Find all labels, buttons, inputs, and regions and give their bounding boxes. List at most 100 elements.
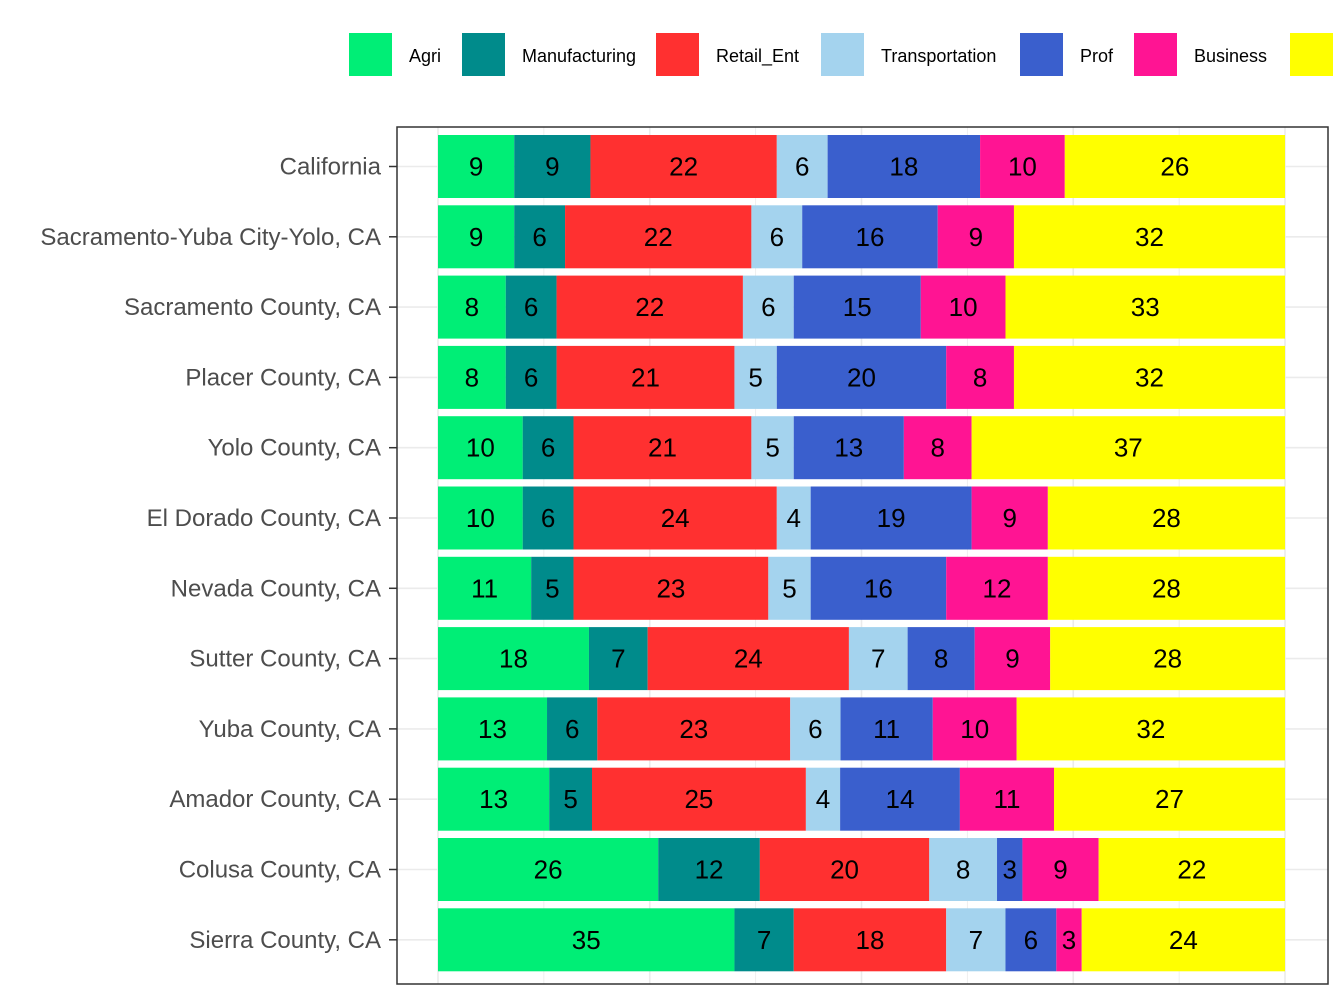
bar-segment (438, 135, 515, 198)
bar-segment (1016, 697, 1285, 761)
data-label: 22 (635, 292, 664, 322)
data-label: 9 (469, 222, 483, 252)
bar-segment (438, 627, 589, 691)
data-label: 28 (1153, 644, 1182, 674)
bar-segment (438, 556, 532, 620)
bar-segment (565, 205, 752, 269)
legend-key (1134, 33, 1177, 76)
data-label: 10 (466, 503, 495, 533)
bar-segment (1005, 275, 1285, 339)
bar-segment (505, 345, 557, 409)
data-label: 5 (545, 573, 559, 603)
category-label: Colusa County, CA (179, 857, 381, 884)
bar-segment (971, 416, 1285, 480)
bar-segment (971, 486, 1048, 550)
bar-segment (759, 838, 930, 901)
bar-segment (929, 838, 998, 901)
bar-segment (974, 627, 1051, 691)
legend-key (821, 33, 864, 76)
bar-segment (647, 627, 849, 691)
bar-segment (810, 486, 972, 550)
bar-segment (810, 556, 947, 620)
bar-segment (1022, 838, 1099, 901)
data-label: 33 (1131, 292, 1160, 322)
bar-segment (946, 556, 1048, 620)
bar-segment (438, 697, 548, 761)
data-label: 4 (816, 784, 830, 814)
bar-segment (827, 135, 981, 198)
legend-key (656, 33, 699, 76)
data-label: 21 (648, 433, 677, 463)
legend-label: Transportation (881, 46, 996, 66)
bar-segment (793, 416, 904, 480)
data-label: 18 (499, 644, 528, 674)
bar-segment (1013, 345, 1285, 409)
bar-segment (592, 767, 806, 831)
data-label: 16 (856, 222, 885, 252)
data-label: 9 (1002, 503, 1016, 533)
legend: Agri Manufacturing Retail_Ent Transportatio… (349, 33, 1333, 76)
data-label: 7 (969, 925, 983, 955)
bar-segment (573, 486, 777, 550)
data-label: 14 (886, 784, 915, 814)
bar-segment (1005, 908, 1057, 972)
category-label: El Dorado County, CA (147, 505, 381, 532)
bar-segment (1064, 135, 1285, 198)
category-label: Sutter County, CA (189, 646, 381, 673)
data-label: 7 (871, 644, 885, 674)
data-label: 6 (565, 714, 579, 744)
data-label: 27 (1155, 784, 1184, 814)
data-label: 13 (834, 433, 863, 463)
bars (438, 135, 1285, 972)
bar-segment (734, 345, 777, 409)
bar-segment (549, 767, 592, 831)
data-label: 4 (787, 503, 801, 533)
data-label: 6 (532, 222, 546, 252)
bar-segment (438, 345, 506, 409)
bar-segment (734, 908, 794, 972)
data-label: 10 (466, 433, 495, 463)
category-label: Yolo County, CA (208, 435, 381, 462)
data-label: 9 (469, 152, 483, 182)
bar-segment (1098, 838, 1285, 901)
data-label: 12 (983, 573, 1012, 603)
bar-segment (1013, 205, 1285, 269)
data-label: 6 (808, 714, 822, 744)
legend-key (462, 33, 505, 76)
data-label: 11 (993, 784, 1020, 814)
bar-segment (573, 556, 769, 620)
data-label: 11 (873, 714, 900, 744)
data-label: 6 (524, 292, 538, 322)
data-label: 25 (684, 784, 713, 814)
category-label: Placer County, CA (185, 364, 381, 391)
bar-segment (793, 908, 947, 972)
data-label: 24 (1169, 925, 1198, 955)
bar-segment (802, 205, 938, 269)
bar-segment (556, 345, 735, 409)
plot-border (396, 126, 1329, 985)
legend-label: Retail_Ent (716, 46, 799, 67)
bar-segment (840, 697, 933, 761)
bar-segment (776, 486, 811, 550)
data-label: 5 (563, 784, 577, 814)
value-labels: 9 9 22 6 18 10 269 6 22 6 16 9 328 6 22 6 15 10 338 6 21 5 20 8… (465, 152, 1207, 955)
bar-segment (597, 697, 791, 761)
category-label: Nevada County, CA (171, 575, 381, 602)
bar-segment (805, 767, 841, 831)
data-label: 12 (695, 855, 724, 885)
bar-segment (920, 275, 1006, 339)
legend-key (1290, 33, 1333, 76)
bar-segment (751, 416, 794, 480)
bar-segment (903, 416, 972, 480)
data-label: 8 (956, 855, 970, 885)
data-label: 6 (770, 222, 784, 252)
data-label: 23 (656, 573, 685, 603)
data-label: 6 (524, 362, 538, 392)
data-label: 20 (830, 855, 859, 885)
bar-segment (505, 275, 557, 339)
data-label: 8 (465, 362, 479, 392)
data-label: 3 (1002, 855, 1016, 885)
legend-label: Agri (409, 46, 441, 66)
